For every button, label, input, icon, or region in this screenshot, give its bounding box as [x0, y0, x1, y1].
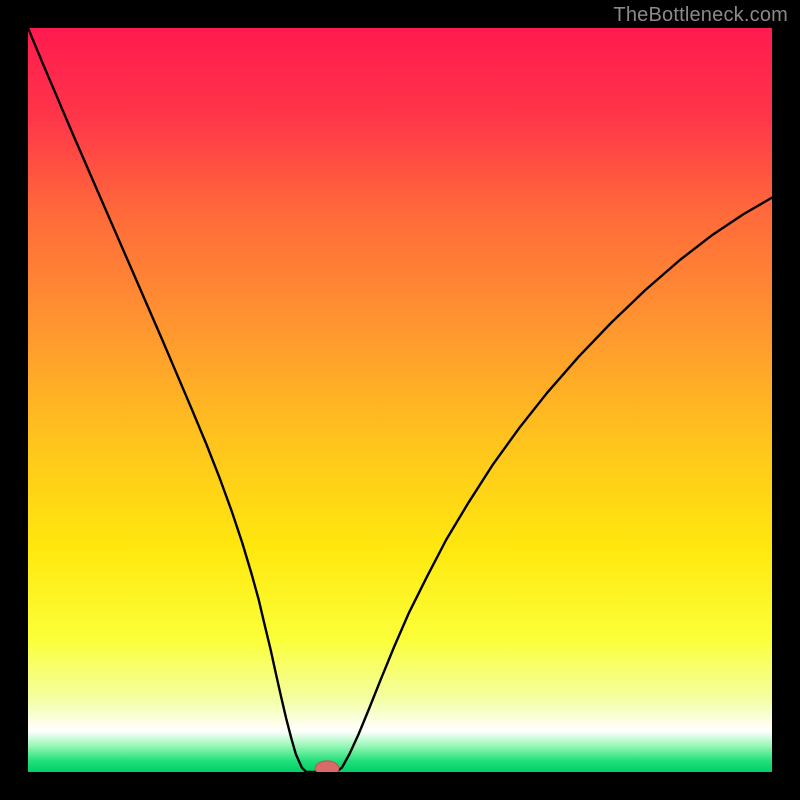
- gradient-background: [28, 28, 772, 772]
- bottleneck-chart-svg: [28, 28, 772, 772]
- plot-area: [28, 28, 772, 772]
- watermark-label: TheBottleneck.com: [613, 4, 788, 27]
- chart-frame: TheBottleneck.com: [0, 0, 800, 800]
- optimal-marker: [315, 761, 339, 772]
